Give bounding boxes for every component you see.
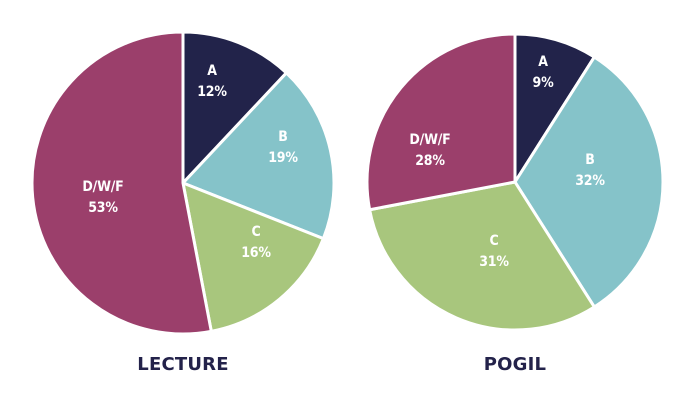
slice-category-label: A <box>207 63 217 79</box>
pie-slice-c <box>181 181 325 333</box>
slice-category-label: B <box>278 129 287 145</box>
slice-category-label: D/W/F <box>409 132 450 148</box>
slice-percent-label: 9% <box>533 75 555 91</box>
lecture-chart-title: LECTURE <box>137 354 228 375</box>
slice-category-label: C <box>251 224 260 240</box>
lecture-pie-chart: A 12% B 19% C 16% D/W/F 53% <box>30 30 336 336</box>
pogil-chart-title: POGIL <box>484 354 546 375</box>
slice-percent-label: 16% <box>241 245 271 261</box>
slice-category-label: A <box>538 54 548 70</box>
slice-percent-label: 28% <box>415 153 445 169</box>
pogil-pie-chart: A 9% B 32% C 31% D/W/F 28% <box>365 32 665 332</box>
slice-category-label: B <box>585 152 594 168</box>
pie-slice-d-w-f <box>30 30 213 336</box>
pie-slice-a <box>181 30 288 185</box>
slice-percent-label: 12% <box>197 84 227 100</box>
slice-percent-label: 31% <box>479 254 509 270</box>
slice-category-label: C <box>489 233 498 249</box>
slice-category-label: D/W/F <box>82 179 123 195</box>
pie-slice-d-w-f <box>365 32 517 212</box>
pie-slice-b <box>513 55 665 309</box>
pie-slice-a <box>513 32 596 184</box>
slice-percent-label: 53% <box>88 200 118 216</box>
slice-percent-label: 19% <box>268 150 298 166</box>
pie-slice-c <box>368 180 596 332</box>
slice-percent-label: 32% <box>575 173 605 189</box>
